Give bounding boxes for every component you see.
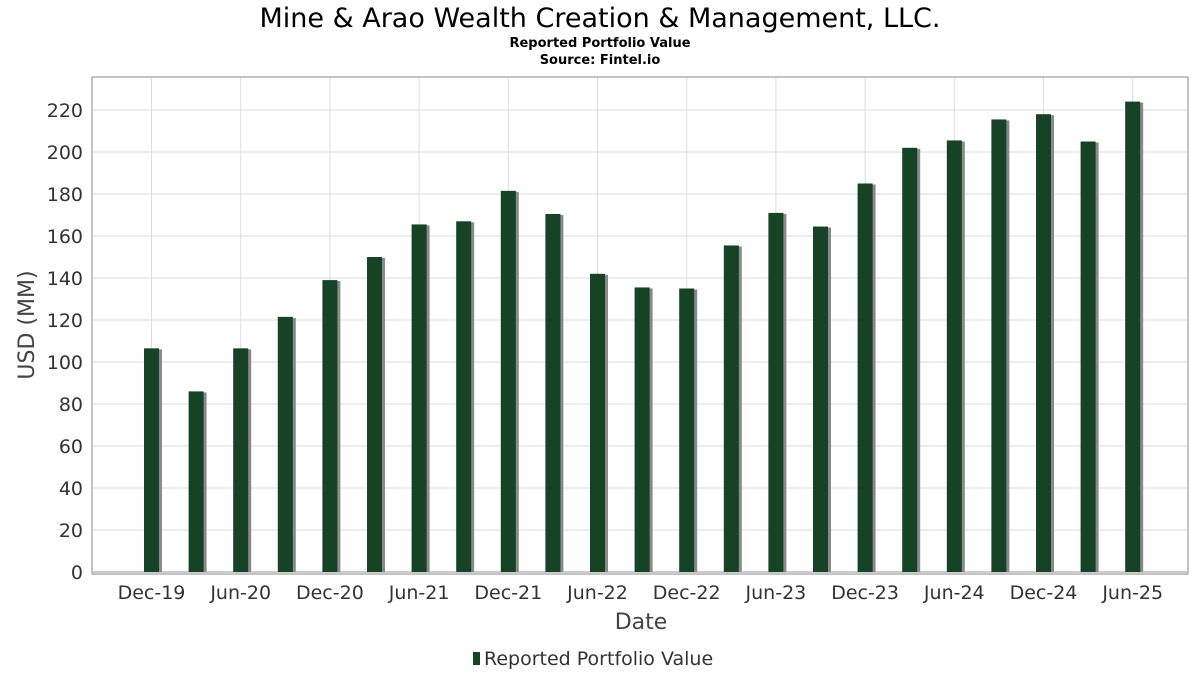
plot-area [91, 76, 1189, 575]
bar [367, 257, 382, 572]
y-tick-label: 80 [59, 394, 83, 416]
bar [1036, 114, 1051, 572]
bar [545, 213, 561, 572]
x-tick-label: Dec-22 [653, 582, 721, 604]
chart-source: Source: Fintel.io [540, 53, 661, 68]
bar [723, 245, 739, 572]
bar [768, 212, 784, 572]
bar [634, 287, 650, 572]
y-tick-label: 120 [47, 310, 83, 332]
bar [902, 147, 918, 573]
bar [813, 226, 828, 573]
bar [500, 190, 516, 572]
x-tick-label: Dec-23 [831, 582, 899, 604]
y-axis-label: USD (MM) [15, 270, 40, 379]
bar [991, 119, 1007, 572]
y-tick-label: 160 [47, 226, 83, 248]
x-tick-label: Jun-25 [1101, 582, 1163, 604]
bar [1080, 141, 1096, 572]
y-tick-label: 20 [59, 520, 83, 542]
bar [144, 348, 159, 572]
y-tick-label: 60 [59, 436, 83, 458]
bar [857, 183, 873, 572]
x-tick-label: Dec-20 [296, 582, 364, 604]
bar [277, 316, 293, 572]
y-tick-label: 40 [59, 478, 83, 500]
x-tick-label: Jun-21 [388, 582, 450, 604]
bar [456, 221, 472, 573]
x-axis: Dec-19 Jun-20 Dec-20 Jun-21 Dec-21 Jun-22 Dec-… [93, 571, 1187, 604]
x-tick-label: Dec-24 [1010, 582, 1078, 604]
y-tick-label: 140 [47, 268, 83, 290]
y-tick-label: 200 [47, 142, 83, 164]
bar [946, 140, 962, 572]
chart-title: Mine & Arao Wealth Creation & Management… [259, 3, 940, 34]
bar [188, 391, 204, 572]
y-tick-label: 220 [47, 100, 83, 122]
y-tick-label: 0 [71, 562, 83, 584]
bar [1125, 101, 1141, 572]
bars [144, 101, 1144, 573]
x-tick-label: Jun-23 [745, 582, 807, 604]
y-tick-label: 100 [47, 352, 83, 374]
x-tick-label: Dec-19 [118, 582, 186, 604]
y-axis: 0 20 40 60 80 100 120 140 160 180 200 220 [47, 100, 83, 584]
bar [411, 224, 427, 572]
x-tick-label: Jun-20 [209, 582, 271, 604]
bar [322, 280, 338, 572]
bar [679, 288, 695, 572]
legend: Reported Portfolio Value [473, 648, 713, 670]
x-axis-label: Date [615, 610, 668, 635]
bar [590, 273, 605, 572]
y-tick-label: 180 [47, 184, 83, 206]
legend-swatch [473, 652, 480, 665]
bar [233, 348, 249, 572]
x-tick-label: Dec-21 [474, 582, 542, 604]
chart-subtitle: Reported Portfolio Value [509, 36, 690, 51]
x-tick-label: Jun-22 [566, 582, 628, 604]
legend-label: Reported Portfolio Value [484, 648, 713, 670]
x-tick-label: Jun-24 [923, 582, 985, 604]
